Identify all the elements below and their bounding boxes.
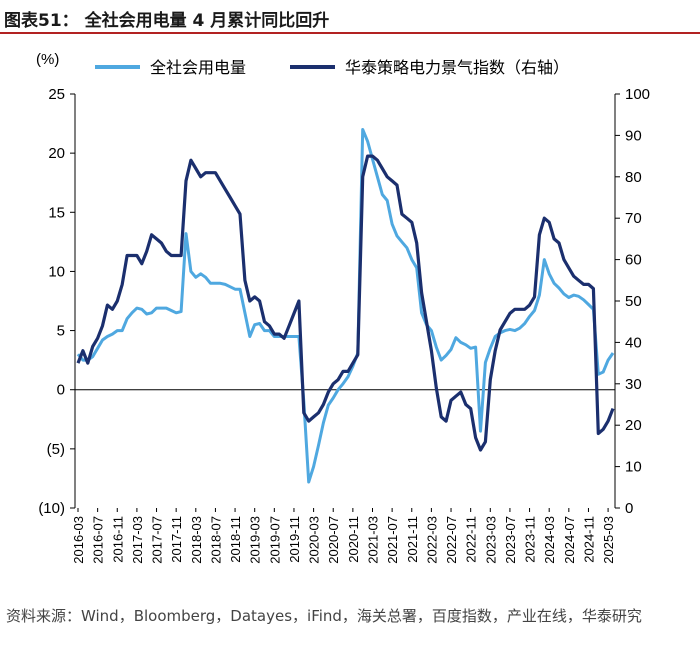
page-title: 图表51： 全社会用电量 4 月累计同比回升 — [4, 11, 330, 31]
y-left-tick-label: 20 — [48, 145, 65, 162]
x-tick-label: 2019-07 — [267, 516, 282, 564]
x-tick-label: 2016-03 — [71, 516, 86, 564]
x-tick-label: 2021-07 — [385, 516, 400, 564]
y-right-tick-label: 100 — [625, 86, 650, 103]
series-line-electricity-consumption — [76, 128, 615, 484]
legend: 全社会用电量 华泰策略电力景气指数（右轴） — [95, 58, 569, 77]
x-tick-label: 2018-07 — [208, 516, 223, 564]
x-tick-label: 2017-03 — [130, 516, 145, 564]
y-left-tick-label: 25 — [48, 86, 65, 103]
x-tick-label: 2016-11 — [110, 516, 125, 563]
y-right-tick-label: 60 — [625, 252, 642, 269]
axes: 2520151050(5)(10)(%)10090807060504030201… — [36, 51, 650, 564]
y-right-tick-label: 0 — [625, 500, 633, 517]
x-tick-label: 2021-11 — [405, 516, 420, 563]
y-right-tick-label: 70 — [625, 210, 642, 227]
x-tick-label: 2018-03 — [189, 516, 204, 564]
y-left-unit-label: (%) — [36, 51, 59, 68]
line-chart: 全社会用电量 华泰策略电力景气指数（右轴） 2520151050(5)(10)(… — [36, 51, 650, 564]
series-layer — [76, 128, 615, 484]
x-tick-label: 2023-11 — [523, 516, 538, 563]
x-tick-label: 2025-03 — [601, 516, 616, 564]
y-left-tick-label: (10) — [38, 500, 65, 517]
y-right-tick-label: 50 — [625, 293, 642, 310]
x-tick-label: 2018-11 — [228, 516, 243, 563]
y-right-tick-label: 30 — [625, 376, 642, 393]
x-tick-label: 2023-03 — [483, 516, 498, 564]
x-tick-label: 2020-11 — [346, 516, 361, 563]
x-tick-label: 2016-07 — [91, 516, 106, 564]
y-left-tick-label: 5 — [57, 323, 65, 340]
x-tick-label: 2019-03 — [248, 516, 263, 564]
y-left-tick-label: (5) — [47, 441, 65, 458]
x-tick-label: 2024-03 — [542, 516, 557, 564]
x-tick-label: 2019-11 — [287, 516, 302, 563]
x-tick-label: 2024-07 — [562, 516, 577, 564]
x-tick-label: 2022-11 — [464, 516, 479, 563]
y-right-tick-label: 20 — [625, 417, 642, 434]
y-right-tick-label: 90 — [625, 127, 642, 144]
source-note: 资料来源：Wind，Bloomberg，Datayes，iFind，海关总署，百… — [6, 607, 642, 625]
y-right-tick-label: 40 — [625, 334, 642, 351]
y-left-tick-label: 0 — [57, 382, 65, 399]
y-right-tick-label: 10 — [625, 459, 642, 476]
x-tick-label: 2021-03 — [365, 516, 380, 564]
x-tick-label: 2023-07 — [503, 516, 518, 564]
x-tick-label: 2022-03 — [424, 516, 439, 564]
x-tick-label: 2022-07 — [444, 516, 459, 564]
x-tick-label: 2020-07 — [326, 516, 341, 564]
y-left-tick-label: 10 — [48, 263, 65, 280]
y-left-tick-label: 15 — [48, 204, 65, 221]
x-tick-label: 2017-11 — [169, 516, 184, 563]
y-right-tick-label: 80 — [625, 169, 642, 186]
x-tick-label: 2024-11 — [581, 516, 596, 563]
series-line-power-index — [76, 154, 615, 452]
legend-label-series-2: 华泰策略电力景气指数（右轴） — [345, 58, 569, 77]
x-tick-label: 2017-07 — [150, 516, 165, 564]
legend-label-series-1: 全社会用电量 — [150, 58, 246, 77]
title-divider — [0, 32, 700, 34]
x-tick-label: 2020-03 — [307, 516, 322, 564]
